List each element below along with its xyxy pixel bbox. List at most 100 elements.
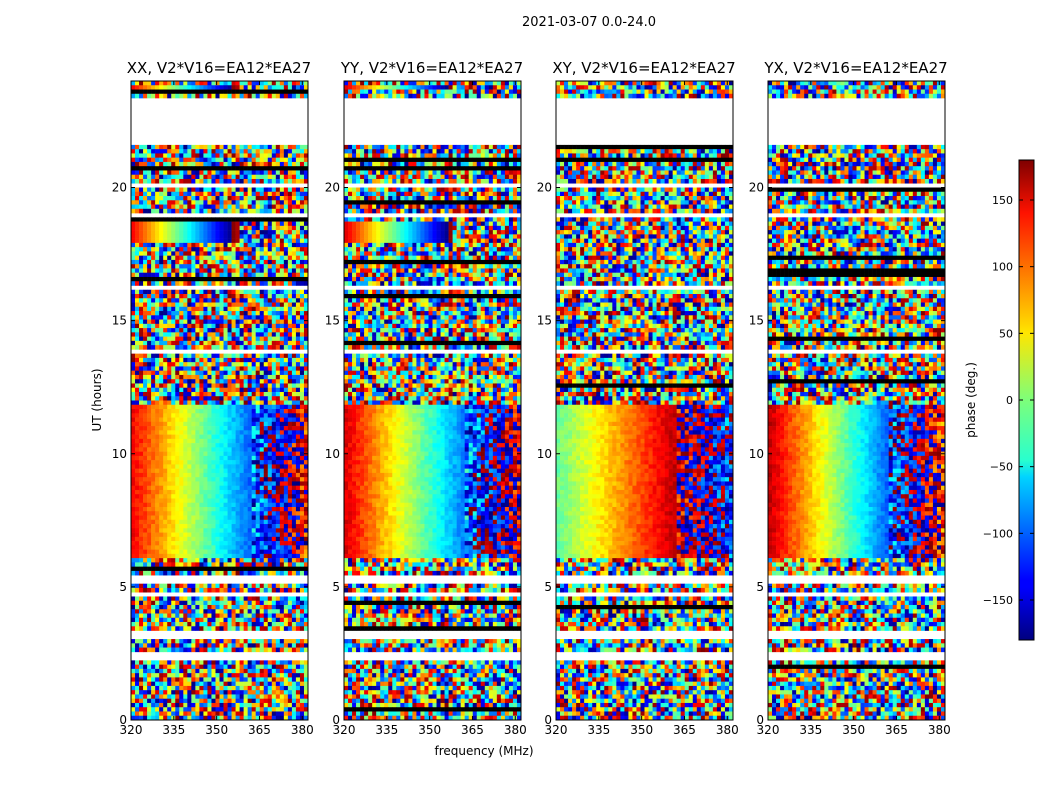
heatmap-cell — [224, 281, 228, 286]
heatmap-cell — [195, 341, 199, 346]
heatmap-cell — [131, 256, 135, 261]
heatmap-cell — [199, 303, 203, 308]
heatmap-cell — [215, 205, 219, 210]
heatmap-cell — [276, 281, 280, 286]
heatmap-cell — [211, 90, 215, 95]
heatmap-cell — [220, 205, 224, 210]
heatmap-cell — [236, 145, 240, 150]
heatmap-cell — [183, 328, 187, 333]
heatmap-cell — [215, 311, 219, 316]
heatmap-cell — [131, 170, 135, 175]
heatmap-cell — [228, 153, 232, 158]
heatmap-cell — [288, 315, 292, 320]
heatmap-cell — [135, 332, 139, 337]
heatmap-cell — [284, 290, 288, 295]
heatmap-cell — [296, 341, 300, 346]
heatmap-cell — [252, 345, 256, 350]
heatmap-cell — [284, 264, 288, 269]
heatmap-cell — [195, 332, 199, 337]
heatmap-cell — [280, 294, 284, 299]
heatmap-cell — [276, 226, 280, 231]
heatmap-cell — [244, 158, 248, 163]
heatmap-cell — [240, 153, 244, 158]
heatmap-cell — [179, 94, 183, 99]
heatmap-cell — [171, 196, 175, 201]
heatmap-cell — [215, 264, 219, 269]
heatmap-cell — [215, 315, 219, 320]
heatmap-cell — [272, 200, 276, 205]
heatmap-cell — [139, 209, 143, 214]
heatmap-cell — [131, 153, 135, 158]
heatmap-cell — [191, 324, 195, 329]
heatmap-cell — [240, 251, 244, 256]
heatmap-cell — [252, 303, 256, 308]
heatmap-cell — [240, 158, 244, 163]
heatmap-cell — [151, 179, 155, 184]
heatmap-cell — [159, 200, 163, 205]
heatmap-cell — [191, 307, 195, 312]
heatmap-cell — [139, 90, 143, 95]
heatmap-cell — [199, 81, 203, 86]
heatmap-cell — [151, 273, 155, 278]
heatmap-cell — [131, 281, 135, 286]
heatmap-cell — [292, 328, 296, 333]
heatmap-cell — [167, 230, 171, 235]
heatmap-cell — [272, 158, 276, 163]
heatmap-cell — [272, 324, 276, 329]
heatmap-cell — [143, 175, 147, 180]
heatmap-cell — [179, 85, 183, 90]
heatmap-cell — [143, 196, 147, 201]
heatmap-cell — [155, 85, 159, 90]
heatmap-cell — [284, 328, 288, 333]
heatmap-cell — [151, 341, 155, 346]
heatmap-cell — [187, 281, 191, 286]
heatmap-cell — [135, 94, 139, 99]
heatmap-cell — [195, 273, 199, 278]
heatmap-cell — [163, 175, 167, 180]
heatmap-cell — [155, 205, 159, 210]
heatmap-cell — [167, 217, 171, 222]
heatmap-cell — [147, 196, 151, 201]
heatmap-cell — [260, 226, 264, 231]
heatmap-cell — [183, 85, 187, 90]
heatmap-cell — [288, 234, 292, 239]
heatmap-cell — [179, 234, 183, 239]
heatmap-cell — [163, 320, 167, 325]
heatmap-cell — [236, 311, 240, 316]
heatmap-cell — [131, 345, 135, 350]
heatmap-cell — [300, 268, 304, 273]
heatmap-cell — [135, 354, 139, 359]
heatmap-cell — [147, 205, 151, 210]
heatmap-cell — [195, 268, 199, 273]
heatmap-cell — [224, 315, 228, 320]
heatmap-cell — [183, 320, 187, 325]
heatmap-cell — [171, 243, 175, 248]
heatmap-cell — [300, 281, 304, 286]
heatmap-cell — [199, 170, 203, 175]
heatmap-cell — [143, 217, 147, 222]
heatmap-cell — [179, 307, 183, 312]
heatmap-cell — [147, 145, 151, 150]
heatmap-cell — [211, 303, 215, 308]
heatmap-cell — [220, 226, 224, 231]
heatmap-cell — [183, 281, 187, 286]
heatmap-cell — [183, 179, 187, 184]
heatmap-cell — [195, 209, 199, 214]
heatmap-cell — [240, 217, 244, 222]
heatmap-cell — [179, 217, 183, 222]
heatmap-cell — [248, 341, 252, 346]
heatmap-cell — [147, 170, 151, 175]
heatmap-cell — [139, 264, 143, 269]
heatmap-cell — [135, 243, 139, 248]
heatmap-cell — [288, 153, 292, 158]
heatmap-cell — [147, 243, 151, 248]
heatmap-cell — [143, 324, 147, 329]
heatmap-cell — [260, 337, 264, 342]
heatmap-cell — [224, 81, 228, 86]
heatmap-cell — [292, 337, 296, 342]
heatmap-cell — [228, 260, 232, 265]
heatmap-cell — [240, 192, 244, 197]
heatmap-cell — [207, 260, 211, 265]
heatmap-cell — [163, 298, 167, 303]
heatmap-cell — [288, 230, 292, 235]
